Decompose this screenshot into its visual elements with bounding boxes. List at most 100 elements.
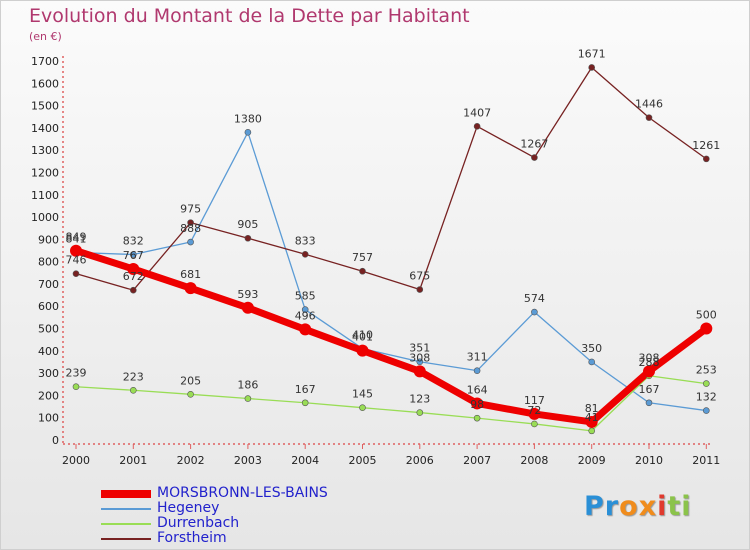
- data-point: [702, 380, 710, 387]
- data-point: [241, 301, 254, 314]
- y-tick-label: 100: [38, 412, 59, 425]
- chart-title: Evolution du Montant de la Dette par Hab…: [29, 5, 470, 27]
- data-point: [187, 219, 194, 226]
- data-label: 288: [639, 356, 660, 369]
- data-label: 239: [66, 367, 87, 380]
- data-label: 98: [470, 398, 484, 411]
- x-tick-label: 2007: [463, 454, 491, 467]
- data-point: [531, 154, 538, 161]
- data-label: 888: [180, 222, 201, 235]
- data-point: [588, 358, 596, 366]
- data-label: 401: [352, 331, 373, 344]
- y-tick-label: 500: [38, 323, 59, 336]
- data-point: [359, 267, 366, 275]
- data-point: [531, 308, 538, 316]
- data-point: [187, 238, 194, 246]
- data-label: 975: [180, 203, 201, 216]
- y-tick-label: 200: [38, 389, 59, 402]
- y-tick-label: 800: [38, 256, 59, 269]
- logo-letter: P: [584, 491, 605, 522]
- data-point: [184, 282, 197, 295]
- axes: 0 100 200 300 400 500 600 700 800 900 1000 1100 1200…: [31, 55, 720, 467]
- data-point: [643, 365, 655, 378]
- data-point: [187, 390, 194, 398]
- data-label: 132: [696, 391, 717, 404]
- data-label: 672: [123, 270, 144, 283]
- y-tick-label: 1100: [31, 189, 59, 202]
- data-label: 593: [237, 288, 258, 301]
- series-line: [75, 131, 707, 412]
- logo-letter: i: [657, 491, 668, 522]
- data-label: 496: [295, 309, 316, 322]
- data-label: 117: [524, 394, 545, 407]
- legend-label: Hegeney: [157, 500, 220, 516]
- data-point: [531, 420, 538, 428]
- logo-letter: x: [638, 491, 658, 522]
- y-tick-label: 900: [38, 233, 59, 246]
- data-label: 311: [467, 351, 488, 364]
- data-point: [471, 397, 484, 410]
- data-point: [473, 367, 481, 374]
- data-point: [416, 358, 424, 366]
- legend-swatch: [101, 490, 151, 498]
- y-tick-label: 700: [38, 278, 59, 291]
- data-point: [70, 244, 82, 257]
- data-point: [356, 344, 369, 357]
- data-label: 1380: [234, 112, 262, 125]
- x-tick-label: 2006: [406, 454, 434, 467]
- data-label: 308: [639, 351, 660, 364]
- x-tick-label: 2003: [234, 454, 262, 467]
- data-label: 167: [639, 383, 660, 396]
- x-tick-label: 2000: [62, 454, 90, 467]
- data-point: [301, 250, 309, 258]
- y-tick-label: 300: [38, 367, 59, 380]
- series-line: [72, 247, 710, 426]
- x-tick-label: 2010: [635, 454, 663, 467]
- data-point: [645, 114, 653, 121]
- data-label: 832: [123, 235, 144, 248]
- data-point: [700, 322, 713, 335]
- data-label: 675: [409, 270, 430, 283]
- data-label: 123: [409, 393, 430, 406]
- data-label: 1407: [463, 106, 491, 119]
- y-tick-label: 400: [38, 345, 59, 358]
- x-tick-label: 2008: [520, 454, 548, 467]
- data-point: [244, 129, 252, 136]
- data-label: 681: [180, 268, 201, 281]
- proxiti-logo: Proxiti: [584, 491, 692, 522]
- y-tick-label: 1000: [31, 211, 59, 224]
- x-tick-label: 2009: [578, 454, 606, 467]
- data-label: 223: [123, 370, 144, 383]
- data-label: 1446: [635, 98, 663, 111]
- data-point: [645, 399, 653, 407]
- data-label: 746: [66, 254, 87, 267]
- data-label: 186: [237, 379, 258, 392]
- x-tick-label: 2011: [692, 454, 720, 467]
- data-label: 1261: [692, 139, 720, 152]
- data-point: [127, 263, 140, 276]
- logo-letter: t: [667, 491, 682, 522]
- legend-swatch: [101, 508, 151, 510]
- data-label: 833: [295, 234, 316, 247]
- data-point: [130, 286, 137, 294]
- data-point: [413, 365, 426, 378]
- legend-swatch: [101, 538, 151, 540]
- data-label: 81: [585, 402, 599, 415]
- data-point: [528, 407, 541, 420]
- y-tick-label: 1600: [31, 77, 59, 90]
- series-line: [75, 66, 707, 291]
- logo-letter: r: [604, 491, 620, 522]
- data-label: 167: [295, 383, 316, 396]
- data-label: 72: [527, 404, 541, 417]
- logo-letter: o: [619, 491, 639, 522]
- y-tick-label: 600: [38, 300, 59, 313]
- data-point: [359, 404, 366, 411]
- data-point: [244, 395, 252, 402]
- data-label: 585: [295, 290, 316, 303]
- data-label: 308: [409, 351, 430, 364]
- y-tick-label: 1200: [31, 166, 59, 179]
- legend-label: Durrenbach: [157, 515, 240, 531]
- data-point: [301, 399, 309, 407]
- data-label: 205: [180, 374, 201, 387]
